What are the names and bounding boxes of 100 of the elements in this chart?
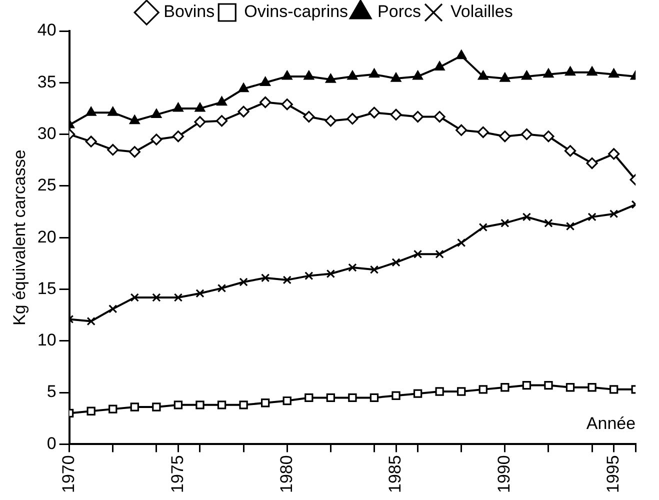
point	[544, 218, 553, 228]
point	[520, 128, 532, 140]
y-tick-label: 15	[37, 278, 56, 298]
y-tick-label: 40	[37, 20, 56, 40]
x-tick-label: 1970	[58, 455, 78, 494]
point	[194, 102, 206, 112]
point	[413, 250, 422, 258]
point	[456, 124, 468, 136]
point	[152, 402, 161, 412]
x-tick-label: 1985	[386, 455, 405, 494]
point	[130, 293, 139, 302]
point	[239, 400, 248, 410]
point	[370, 265, 379, 274]
point	[522, 380, 532, 390]
point	[304, 393, 314, 402]
point	[392, 258, 400, 267]
point	[86, 106, 96, 116]
point	[608, 148, 620, 160]
point	[304, 70, 314, 80]
point	[456, 50, 466, 60]
point	[108, 404, 118, 414]
point	[261, 274, 270, 282]
point	[217, 284, 226, 293]
y-tick-label: 10	[37, 330, 56, 350]
point	[324, 115, 336, 127]
point	[348, 393, 357, 402]
point	[130, 115, 140, 124]
point	[609, 385, 618, 394]
y-tick-label: 20	[37, 227, 56, 246]
y-axis-title: Kg équivalent carcasse	[10, 150, 29, 326]
point	[588, 383, 596, 392]
point	[370, 393, 379, 402]
point	[239, 278, 248, 286]
point	[565, 66, 576, 76]
point	[478, 70, 488, 80]
point	[174, 400, 183, 410]
point	[566, 383, 575, 392]
point	[390, 108, 402, 120]
y-tick-label: 5	[46, 382, 56, 402]
point	[261, 398, 270, 408]
point	[522, 70, 532, 80]
point	[347, 70, 358, 80]
point	[478, 222, 488, 232]
point	[500, 218, 510, 228]
point	[130, 402, 139, 412]
point	[150, 134, 162, 146]
point	[216, 96, 227, 106]
point	[500, 383, 510, 392]
point	[478, 385, 488, 394]
legend-label: Ovins-caprins	[244, 2, 348, 22]
point	[86, 406, 96, 416]
point	[260, 96, 272, 108]
point	[608, 68, 619, 78]
y-tick-label: 25	[37, 176, 56, 195]
point	[128, 146, 140, 158]
point	[369, 68, 380, 78]
y-tick-label: 30	[37, 124, 56, 143]
point	[566, 222, 575, 231]
legend-label: Porcs	[378, 2, 422, 22]
y-tick-label: 35	[37, 72, 56, 92]
point	[174, 293, 183, 302]
point	[108, 304, 118, 314]
point	[435, 250, 444, 258]
point	[217, 400, 226, 410]
point	[86, 316, 96, 326]
point	[586, 157, 598, 170]
point	[196, 289, 204, 298]
point	[544, 380, 553, 390]
point	[413, 389, 422, 398]
point	[151, 108, 162, 118]
point	[282, 276, 292, 284]
point	[326, 74, 336, 83]
point	[542, 130, 554, 142]
point	[477, 126, 489, 138]
point	[609, 210, 618, 218]
x-tick-label: 1995	[604, 455, 623, 494]
point	[434, 61, 445, 70]
point	[85, 136, 97, 148]
point	[326, 269, 336, 278]
point	[346, 113, 358, 125]
point	[172, 130, 184, 142]
point	[304, 271, 314, 280]
point	[392, 391, 400, 400]
point	[543, 68, 554, 78]
legend-label: Volailles	[450, 2, 513, 22]
point	[282, 70, 292, 80]
x-tick-label: 1975	[168, 455, 187, 494]
point	[238, 106, 250, 118]
y-tick-label: 0	[46, 434, 56, 453]
point	[500, 72, 510, 82]
point	[457, 238, 466, 248]
point	[564, 145, 576, 157]
point	[107, 144, 119, 156]
point	[152, 293, 161, 302]
point	[326, 393, 336, 402]
point	[586, 66, 598, 76]
point	[434, 110, 446, 123]
x-tick-label: 1990	[494, 455, 514, 494]
point	[588, 212, 596, 222]
point	[435, 387, 444, 396]
